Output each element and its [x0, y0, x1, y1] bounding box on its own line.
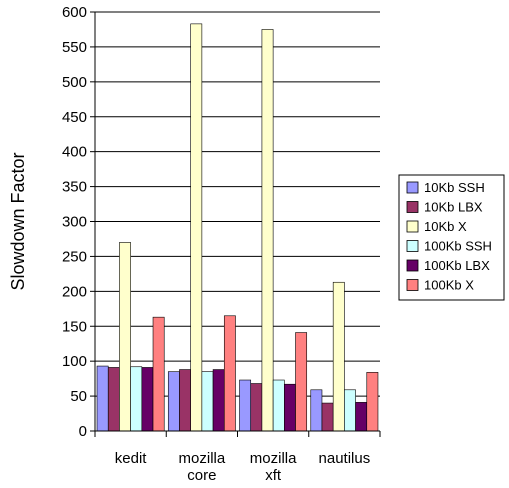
legend: 10Kb SSH 10Kb LBX 10Kb X 100Kb SSH 100Kb LBX…	[398, 174, 505, 301]
legend-swatch	[406, 259, 419, 272]
x-category-label: kedit	[115, 450, 148, 467]
legend-swatch	[406, 220, 419, 233]
bar	[310, 389, 323, 432]
bar	[272, 379, 285, 432]
bar	[223, 315, 236, 432]
legend-label: 100Kb SSH	[424, 239, 492, 254]
bar	[321, 402, 334, 432]
bar	[130, 366, 143, 432]
bar	[261, 29, 274, 432]
bar	[152, 316, 165, 432]
x-category-label: core	[187, 467, 216, 484]
y-tick-label: 50	[70, 388, 87, 405]
bar	[366, 372, 379, 432]
bar	[332, 281, 345, 432]
bar	[107, 367, 120, 432]
bar	[201, 371, 214, 432]
bar	[239, 379, 252, 432]
y-tick-label: 600	[62, 4, 87, 21]
bar	[190, 23, 203, 432]
y-tick-label: 100	[62, 353, 87, 370]
bar	[344, 389, 356, 432]
x-category-label: xft	[265, 467, 282, 484]
y-tick-label: 250	[62, 248, 87, 265]
legend-swatch	[406, 181, 419, 194]
legend-label: 100Kb LBX	[424, 258, 490, 273]
bar	[119, 242, 131, 432]
bar	[355, 402, 368, 432]
bar	[284, 383, 296, 432]
x-category-label: nautilus	[319, 450, 371, 467]
y-tick-label: 300	[62, 214, 87, 231]
legend-swatch	[406, 279, 419, 291]
y-tick-label: 200	[62, 283, 87, 300]
bar	[250, 383, 263, 432]
axes	[94, 12, 381, 437]
bar	[179, 369, 191, 432]
bar	[96, 365, 109, 432]
y-tick-label: 0	[79, 423, 87, 440]
y-tick-label: 450	[62, 109, 87, 126]
bar	[212, 369, 225, 432]
y-tick-label: 400	[62, 144, 87, 161]
bar	[141, 367, 154, 432]
y-axis-ticks: 0 50 100 150 200 250 300 350 400 450 500 550 600	[62, 4, 95, 440]
bars	[96, 23, 379, 432]
legend-swatch	[406, 201, 419, 213]
y-tick-label: 350	[62, 179, 87, 196]
gridlines	[95, 11, 380, 397]
y-tick-label: 150	[62, 318, 87, 335]
legend-label: 100Kb X	[424, 278, 474, 293]
bar	[295, 332, 308, 432]
x-category-label: mozilla	[179, 450, 226, 467]
legend-swatch	[406, 240, 419, 252]
legend-label: 10Kb LBX	[424, 200, 483, 215]
x-category-label: mozilla	[250, 450, 297, 467]
y-axis-label: Slowdown Factor	[8, 152, 28, 290]
y-tick-label: 500	[62, 74, 87, 91]
legend-label: 10Kb X	[424, 219, 467, 234]
legend-label: 10Kb SSH	[424, 180, 485, 195]
bar	[167, 371, 180, 432]
y-tick-label: 550	[62, 39, 87, 56]
